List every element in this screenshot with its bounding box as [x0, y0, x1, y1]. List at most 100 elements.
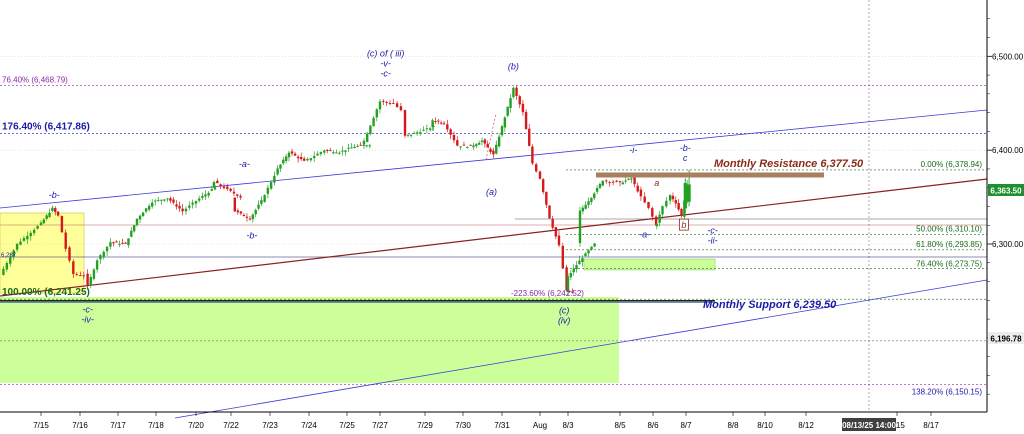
candle-body [109, 242, 112, 247]
x-tick-label: 7/16 [72, 421, 88, 430]
wave-label: -c- [82, 305, 93, 315]
candle-body [359, 144, 362, 146]
wave-label: -c- [380, 68, 391, 78]
x-tick-label: 8/10 [757, 421, 773, 430]
candle-body [515, 87, 518, 97]
candle-body [130, 230, 133, 237]
candle-body [39, 222, 43, 225]
wave-label: -b- [246, 230, 257, 240]
candle-body [497, 136, 501, 147]
candle-body [639, 189, 643, 197]
candle-body [462, 144, 466, 146]
candle-body [661, 206, 664, 215]
candle-body [630, 178, 633, 180]
candle-body [524, 112, 528, 130]
wave-label: -v- [380, 58, 391, 68]
candle-body [541, 179, 545, 193]
candle-body [636, 185, 639, 192]
wave-label: (a) [486, 187, 497, 197]
candle-body [446, 124, 449, 130]
candle-body [686, 184, 689, 201]
candle-body [245, 216, 249, 218]
wave-label: c [683, 153, 688, 163]
candle-body [382, 100, 385, 102]
candle-body [296, 156, 300, 159]
candle-body [584, 204, 587, 209]
candle-body [169, 198, 172, 201]
candle-body [22, 238, 26, 241]
candle-body [442, 123, 446, 125]
candle-body [2, 268, 5, 276]
candle-body [434, 121, 437, 123]
wave-label: -iv- [81, 315, 94, 325]
candle-body [590, 246, 593, 250]
candle-body [406, 134, 410, 136]
candle-body [353, 146, 356, 149]
candle-body [99, 255, 102, 260]
candle-body [54, 208, 57, 212]
candle-body [273, 175, 276, 183]
candles-layer [2, 85, 691, 297]
candle-body [232, 191, 236, 194]
candle-body [521, 103, 525, 113]
candle-body [290, 151, 294, 154]
candle-body [362, 140, 366, 145]
candle-body [388, 102, 392, 104]
candle-body [115, 241, 118, 243]
candle-body [466, 146, 469, 148]
candle-body [306, 158, 309, 161]
candle-body [236, 210, 240, 213]
current-price-text: 6,363.50 [990, 187, 1022, 196]
candle-body [627, 178, 630, 180]
monthly-resistance-band [596, 172, 824, 178]
candle-body [624, 180, 627, 182]
candle-body [219, 184, 222, 187]
candle-body [229, 188, 232, 191]
candle-body [500, 126, 504, 136]
candle-body [5, 263, 9, 270]
candle-body [551, 218, 554, 228]
candle-body [399, 106, 403, 111]
candle-body [375, 109, 378, 118]
wave-label: (b) [508, 61, 519, 71]
x-tick-label: 8/7 [680, 421, 692, 430]
candle-body [581, 258, 584, 263]
candle-body [531, 146, 534, 164]
candle-body [677, 202, 680, 210]
candle-body [326, 149, 329, 151]
candle-body [233, 197, 236, 212]
candle-body [251, 214, 255, 220]
candle-body [658, 214, 661, 223]
candle-body [329, 150, 332, 152]
candle-body [95, 260, 99, 270]
candle-body [102, 251, 105, 257]
fib-label: 176.40% (6,417.86) [2, 121, 90, 132]
candle-body [395, 103, 399, 107]
x-tick-label: 8/6 [647, 421, 659, 430]
candle-body [163, 199, 166, 201]
candle-body [68, 247, 71, 261]
candle-body [598, 183, 602, 188]
candle-body [545, 191, 548, 205]
candle-body [535, 164, 538, 172]
resistance-trendline [0, 178, 988, 297]
x-tick-label: 8/8 [727, 421, 739, 430]
entry-zone [583, 258, 716, 271]
candle-body [477, 142, 481, 145]
candle-body [86, 273, 89, 286]
candle-body [154, 200, 157, 202]
current-price-tag: 6,363.50 [988, 184, 1024, 196]
candle-body [595, 187, 599, 192]
candle-body [151, 202, 154, 207]
wave-label: (iv) [558, 315, 571, 325]
fib-label: 100.00% (6,241.25) [2, 287, 90, 298]
candle-body [651, 208, 654, 217]
candle-body [565, 267, 568, 291]
wave-label: (c) [559, 305, 570, 315]
candle-body [216, 180, 219, 184]
candle-body [615, 180, 618, 182]
x-tick-label: 7/29 [417, 421, 433, 430]
candle-body [242, 214, 246, 217]
candle-body [428, 128, 432, 130]
